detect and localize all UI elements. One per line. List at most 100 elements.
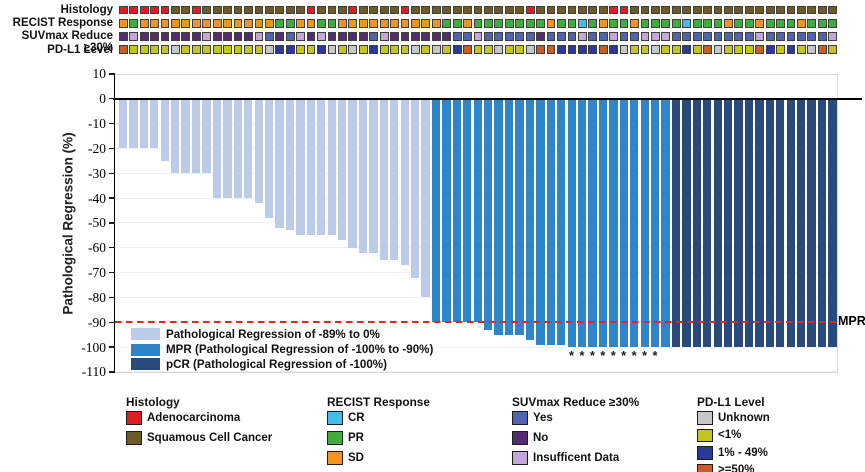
ann-suvmax-44 (567, 32, 577, 41)
ann-pdl1-59 (724, 45, 733, 54)
ann-suvmax-9 (202, 32, 212, 41)
ann-histology-21 (327, 5, 337, 15)
ann-pdl1-26 (379, 45, 389, 54)
bar-col8 (191, 100, 201, 174)
ann-pdl1-33 (452, 45, 462, 54)
ann-histology-59 (724, 5, 733, 15)
ann-pdl1-4 (150, 45, 159, 54)
ann-suvmax-13 (244, 32, 253, 41)
ann-histology-52 (650, 5, 660, 15)
ann-suvmax-10 (212, 32, 222, 41)
legend-label-pd-l1-level-4: >=50% (718, 464, 755, 472)
y-ticklabel--60: -60 (88, 240, 106, 256)
ann-recist-7 (181, 18, 191, 28)
bar-col49 (619, 100, 628, 348)
ann-histology-24 (358, 5, 368, 15)
ann-histology-58 (713, 5, 723, 15)
ann-recist-48 (609, 18, 619, 28)
ann-histology-61 (744, 5, 754, 15)
ann-suvmax-48 (609, 32, 619, 41)
ann-histology-26 (379, 5, 389, 15)
plot-legend-swatch-2 (131, 343, 160, 356)
ann-recist-69 (828, 18, 838, 28)
ann-pdl1-36 (484, 45, 493, 54)
ann-pdl1-60 (734, 45, 744, 54)
ann-histology-69 (828, 5, 838, 15)
ann-pdl1-43 (557, 45, 566, 54)
ann-recist-55 (682, 18, 692, 28)
ann-pdl1-63 (765, 45, 775, 54)
bar-col56 (692, 100, 701, 348)
legend-title-2: RECIST Response (327, 395, 430, 409)
ann-suvmax-65 (786, 32, 796, 41)
y-ticklabel--80: -80 (88, 289, 106, 305)
ann-suvmax-56 (692, 32, 702, 41)
ann-recist-44 (567, 18, 577, 28)
ann-histology-17 (285, 5, 295, 15)
ann-histology-4 (150, 5, 159, 15)
ann-histology-68 (817, 5, 827, 15)
ann-pdl1-6 (171, 45, 180, 54)
y-ticklabel--50: -50 (88, 215, 106, 231)
bar-col64 (776, 100, 785, 348)
bar-col43 (557, 100, 566, 345)
ann-pdl1-29 (411, 45, 420, 54)
ann-pdl1-35 (473, 45, 483, 54)
ann-histology-51 (640, 5, 650, 15)
ann-suvmax-3 (139, 32, 149, 41)
legend-label-suvmax-reduce-30--3: Insufficent Data (533, 451, 620, 464)
ann-pdl1-44 (567, 45, 577, 54)
bar-col55 (682, 100, 691, 348)
ann-suvmax-23 (348, 32, 358, 41)
ann-recist-9 (202, 18, 212, 28)
ann-suvmax-64 (776, 32, 785, 41)
ann-suvmax-4 (150, 32, 159, 41)
legend-label-recist-response-1: CR (348, 411, 365, 424)
bar-col68 (817, 100, 827, 348)
bar-col50 (630, 100, 639, 348)
ann-suvmax-14 (254, 32, 264, 41)
ann-recist-27 (390, 18, 399, 28)
ann-pdl1-49 (619, 45, 629, 54)
bar-col12 (233, 100, 242, 199)
ann-recist-25 (369, 18, 379, 28)
ann-recist-35 (473, 18, 483, 28)
y-ticklabel-0: 0 (99, 91, 106, 107)
ann-recist-51 (640, 18, 650, 28)
legend-label-pd-l1-level-1: Unknown (718, 411, 770, 424)
ann-suvmax-5 (160, 32, 170, 41)
plot-legend-label-2: MPR (Pathological Regression of -100% to… (166, 343, 434, 356)
ann-suvmax-51 (640, 32, 650, 41)
bar-col7 (181, 100, 190, 174)
ann-histology-8 (191, 5, 201, 15)
ann-recist-59 (724, 18, 733, 28)
asterisk-col46: * (589, 348, 595, 363)
ann-suvmax-19 (306, 32, 316, 41)
bar-col15 (264, 100, 274, 218)
ann-pdl1-57 (703, 45, 712, 54)
ann-recist-3 (139, 18, 149, 28)
ann-recist-21 (327, 18, 337, 28)
bar-col69 (828, 100, 837, 348)
bar-col48 (609, 100, 618, 348)
ann-recist-65 (786, 18, 796, 28)
ann-histology-1 (118, 5, 128, 15)
ann-recist-12 (233, 18, 243, 28)
ann-suvmax-61 (744, 32, 754, 41)
ann-histology-12 (233, 5, 243, 15)
bar-col32 (442, 100, 451, 323)
ann-recist-30 (421, 18, 431, 28)
y-ticklabel--40: -40 (88, 190, 106, 206)
ann-recist-10 (212, 18, 222, 28)
bar-col39 (515, 100, 524, 335)
ann-pdl1-16 (275, 45, 285, 54)
asterisk-col44: * (568, 348, 575, 363)
ann-suvmax-66 (797, 32, 806, 41)
y-ticklabel--90: -90 (88, 314, 106, 330)
ann-histology-50 (630, 5, 639, 15)
ann-suvmax-25 (369, 32, 379, 41)
ann-suvmax-7 (181, 32, 191, 41)
ann-histology-18 (296, 5, 306, 15)
ann-pdl1-54 (671, 45, 681, 54)
